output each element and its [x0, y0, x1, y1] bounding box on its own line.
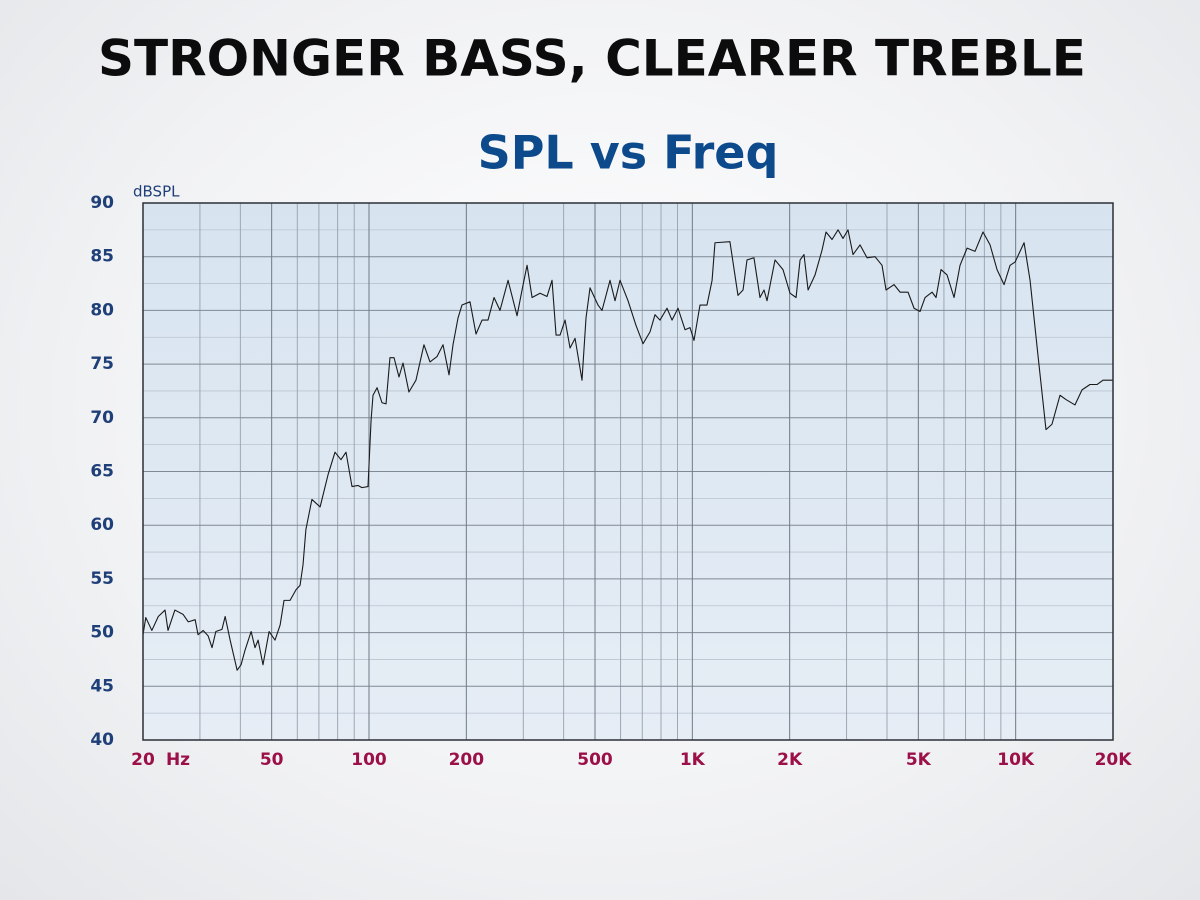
x-tick-label: 2K — [777, 750, 803, 770]
y-tick-label: 90 — [90, 193, 114, 213]
y-tick-label: 80 — [90, 300, 114, 320]
y-axis-label: dBSPL — [133, 183, 180, 201]
x-tick-label: 50 — [260, 750, 284, 770]
x-unit-label: Hz — [166, 750, 190, 770]
marks — [142, 229, 1113, 671]
y-tick-label: 70 — [90, 408, 114, 428]
spl-line — [142, 229, 1113, 671]
x-tick-label: 200 — [449, 750, 485, 770]
x-tick-label: 20 — [131, 750, 155, 770]
y-tick-label: 50 — [90, 623, 114, 643]
page-title: STRONGER BASS, CLEARER TREBLE — [98, 30, 1086, 88]
x-tick-label: 5K — [906, 750, 932, 770]
x-tick-label: 500 — [577, 750, 613, 770]
x-tick-label: 100 — [351, 750, 387, 770]
x-tick-label: 10K — [997, 750, 1035, 770]
chart-title: SPL vs Freq — [478, 126, 779, 180]
y-tick-label: 75 — [90, 354, 114, 374]
x-tick-label: 20K — [1095, 750, 1133, 770]
y-tick-label: 40 — [90, 730, 114, 750]
plot-frame — [142, 202, 1114, 741]
y-tick-label: 45 — [90, 676, 114, 696]
x-tick-label: 1K — [680, 750, 706, 770]
y-tick-label: 55 — [90, 569, 114, 589]
y-tick-label: 65 — [90, 462, 114, 482]
y-tick-label: 60 — [90, 515, 114, 535]
y-tick-label: 85 — [90, 247, 114, 267]
grid — [142, 202, 1114, 741]
